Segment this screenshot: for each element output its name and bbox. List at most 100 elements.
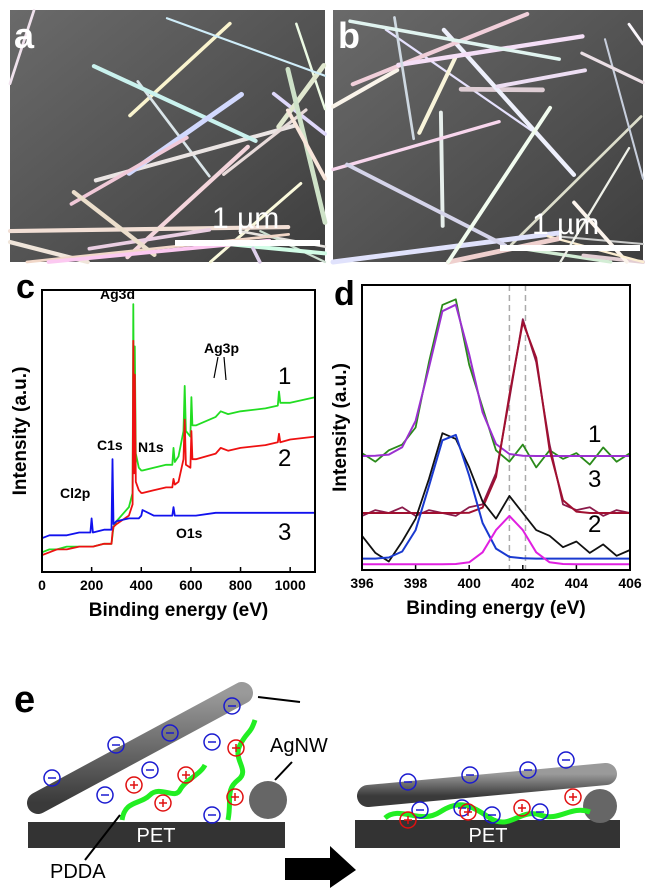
charge xyxy=(399,773,417,791)
x-tick-label: 402 xyxy=(511,575,535,591)
nanowire xyxy=(581,253,645,264)
fit-line xyxy=(362,321,630,514)
nanowire xyxy=(276,63,327,130)
charge xyxy=(461,766,479,784)
nanowire xyxy=(27,682,253,814)
charge xyxy=(154,794,172,812)
charge xyxy=(399,811,417,829)
panel-label: c xyxy=(16,268,35,306)
substrate-text: PET xyxy=(137,825,176,847)
plot-frame xyxy=(41,289,316,573)
data-line xyxy=(361,432,631,563)
nanowire xyxy=(627,22,645,46)
nanowire xyxy=(603,38,645,180)
nanowire xyxy=(165,17,327,77)
scale-text: 1 µm xyxy=(532,208,599,241)
nanowire xyxy=(580,51,645,85)
charge xyxy=(177,766,195,784)
nanowire xyxy=(330,67,400,109)
nanowire xyxy=(7,224,291,234)
pointer xyxy=(213,356,219,379)
x-tick-label: 404 xyxy=(565,575,589,591)
polymer xyxy=(383,802,591,825)
peak-label: Cl2p xyxy=(60,485,90,501)
nanowire xyxy=(71,190,157,257)
fit-line xyxy=(361,303,630,457)
charge xyxy=(141,761,159,779)
nanowire xyxy=(128,21,232,118)
pointer xyxy=(223,356,227,381)
scale-text: 1 µm xyxy=(212,202,279,235)
peak-label: Ag3p xyxy=(204,340,239,356)
nanowire xyxy=(556,235,645,246)
curve-label: 3 xyxy=(278,519,291,546)
y-axis-label: Intensity (a.u.) xyxy=(330,363,351,492)
charge xyxy=(96,786,114,804)
x-tick-label: 1000 xyxy=(275,577,306,593)
y-axis-label: Intensity (a.u.) xyxy=(10,367,31,496)
nanowire xyxy=(251,246,262,264)
nanowire xyxy=(438,110,445,228)
pointer xyxy=(274,761,293,781)
pointer xyxy=(257,696,301,703)
panel-label: d xyxy=(334,275,355,313)
x-tick-label: 400 xyxy=(130,577,154,593)
plot-frame xyxy=(361,284,631,571)
panel-label: b xyxy=(338,15,360,56)
x-tick-label: 200 xyxy=(80,577,104,593)
charge xyxy=(161,724,179,742)
x-tick-label: 396 xyxy=(350,575,374,591)
curve-label: 1 xyxy=(278,363,291,390)
curve-label: 3 xyxy=(588,466,601,493)
charge xyxy=(227,739,245,757)
substrate xyxy=(355,820,620,848)
nanowire xyxy=(330,230,562,265)
charge xyxy=(223,697,241,715)
nanowire xyxy=(87,227,212,251)
charge xyxy=(564,788,582,806)
nanowire xyxy=(509,115,643,247)
polymer xyxy=(119,763,208,821)
nanowire xyxy=(285,108,327,181)
sem-image-b xyxy=(330,10,645,265)
fit-line xyxy=(362,514,630,566)
peak-label: O1s xyxy=(176,525,203,541)
nanowire xyxy=(357,763,617,807)
nanowire xyxy=(393,16,416,141)
nanowire xyxy=(559,146,631,264)
nanowire xyxy=(495,68,587,89)
charge xyxy=(483,806,501,824)
charge xyxy=(43,769,61,787)
scale-bar xyxy=(500,245,640,251)
peak-label: C1s xyxy=(97,437,123,453)
nanowire xyxy=(25,233,291,264)
charge xyxy=(453,799,471,817)
charge xyxy=(513,799,531,817)
charge xyxy=(203,733,221,751)
x-axis-label: Binding energy (eV) xyxy=(89,600,268,621)
charge xyxy=(125,776,143,794)
charge xyxy=(557,751,575,769)
diagram: e PET AgNW PDDA PET xyxy=(14,679,620,888)
curve-label: 2 xyxy=(278,445,291,472)
data-line xyxy=(41,339,316,556)
nanowire xyxy=(295,22,327,111)
x-tick-label: 800 xyxy=(229,577,253,593)
pointer xyxy=(84,814,121,861)
arrow xyxy=(285,846,356,888)
nanowire xyxy=(136,80,211,178)
nanowire xyxy=(345,162,508,248)
x-axis-label: Binding energy (eV) xyxy=(406,598,585,619)
scale-bar xyxy=(175,240,320,246)
nanowire xyxy=(348,19,561,61)
charge xyxy=(519,761,537,779)
nanowire xyxy=(446,105,553,264)
charge xyxy=(107,736,125,754)
charge xyxy=(203,806,221,824)
fit-line xyxy=(362,433,630,560)
charge xyxy=(411,801,429,819)
nanowire xyxy=(91,64,258,143)
x-tick-label: 400 xyxy=(458,575,482,591)
nanowire xyxy=(69,135,189,206)
